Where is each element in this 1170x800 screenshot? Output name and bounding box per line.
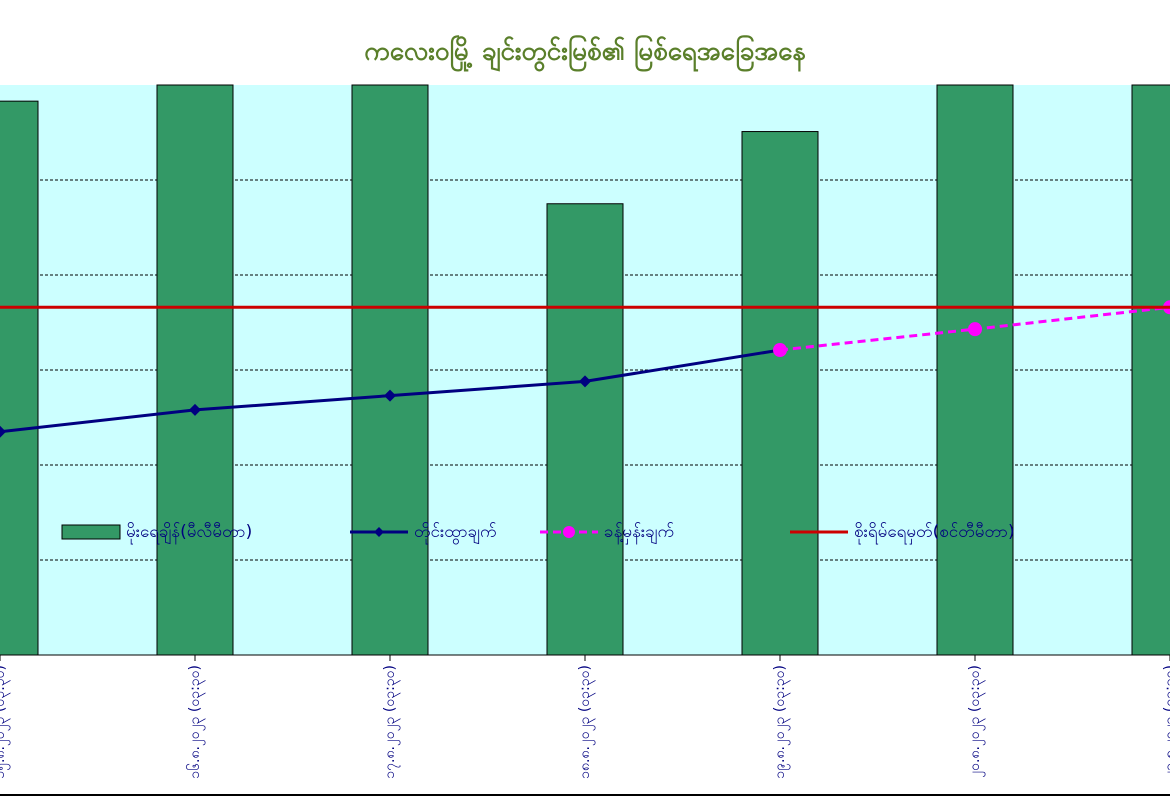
legend-marker: [374, 527, 384, 537]
legend-swatch: [61, 524, 121, 540]
x-tick-label: ၂၁.၈.၂၀၂၃ (၀၃:၃၀): [1162, 665, 1170, 778]
rain-bar: [546, 203, 624, 656]
x-tick-label: ၁၉.၈.၂၀၂၃ (၀၃:၃၀): [772, 665, 790, 779]
x-tick-label: ၂၀.၈.၂၀၂၃ (၀၃:၃၀): [967, 665, 985, 778]
measured-marker: [0, 425, 6, 438]
measured-marker: [579, 375, 591, 388]
x-tick-label: ၁၇.၈.၂၀၂၃ (၀၃:၃၀): [382, 665, 400, 779]
measured-marker: [189, 403, 201, 416]
forecast-marker: [773, 343, 787, 358]
x-tick-label: ၁၅.၈.၂၀၂၃ (၀၃:၃၀): [0, 665, 10, 779]
legend-label: မိုးရေချိန်(မီလီမီတာ): [126, 522, 252, 545]
chart-title: ကလေးဝမြို့ ချင်းတွင်းမြစ်၏ မြစ်ရေအခြေအနေ: [364, 34, 805, 73]
legend-label: ခန့်မှန်းချက်: [604, 522, 674, 545]
legend-marker: [563, 526, 575, 538]
forecast-marker: [968, 322, 982, 337]
rain-bar: [156, 84, 234, 656]
measured-marker: [384, 389, 396, 402]
legend-label: တိုင်းထွာချက်: [414, 522, 497, 545]
rain-bar: [1131, 84, 1170, 656]
x-tick-label: ၁၈.၈.၂၀၂၃ (၀၃:၃၀): [577, 665, 595, 779]
legend-label: စိုးရိမ်ရေမှတ်(စင်တီမီတာ): [854, 522, 1015, 545]
rain-bar: [936, 84, 1014, 656]
rain-bar: [0, 100, 39, 656]
rain-bar: [351, 84, 429, 656]
rain-bar: [741, 131, 819, 656]
x-tick-label: ၁၆.၈.၂၀၂၃ (၀၃:၃၀): [187, 665, 205, 779]
